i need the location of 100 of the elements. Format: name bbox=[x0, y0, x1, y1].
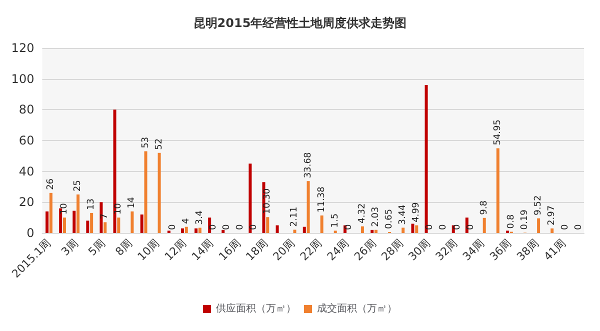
data-label: 0 bbox=[560, 224, 571, 230]
bar bbox=[374, 230, 378, 233]
x-tick-label: 24周 bbox=[324, 236, 352, 264]
bar bbox=[184, 226, 188, 233]
data-label: 7 bbox=[100, 213, 110, 220]
data-label: 0.8 bbox=[506, 214, 516, 229]
bar bbox=[411, 224, 414, 233]
bar bbox=[302, 226, 306, 233]
x-tick-label: 14周 bbox=[189, 236, 216, 264]
bar bbox=[198, 228, 202, 233]
x-tick-label: 32周 bbox=[433, 236, 460, 264]
bar bbox=[180, 228, 184, 233]
bar bbox=[140, 214, 144, 233]
data-label: 0 bbox=[249, 224, 260, 230]
data-label: 1.5 bbox=[330, 213, 340, 228]
bar bbox=[90, 212, 94, 233]
bar bbox=[86, 220, 90, 233]
data-label: 33.68 bbox=[303, 152, 314, 178]
data-label: 0 bbox=[344, 224, 354, 230]
data-label: 53 bbox=[140, 136, 151, 148]
data-label: 2.03 bbox=[371, 206, 382, 227]
data-label: 4 bbox=[181, 218, 192, 224]
x-tick-label: 41周 bbox=[541, 236, 568, 264]
x-tick-label: 28周 bbox=[378, 236, 406, 264]
bar bbox=[276, 225, 279, 233]
x-tick-label: 18周 bbox=[243, 236, 270, 264]
x-tick-label: 5周 bbox=[86, 236, 108, 258]
y-tick-label: 20 bbox=[18, 195, 34, 210]
data-label: 0 bbox=[236, 224, 246, 230]
bar bbox=[370, 230, 374, 233]
data-label: 2.97 bbox=[547, 205, 558, 226]
bar bbox=[49, 192, 52, 233]
data-label: 52 bbox=[154, 138, 164, 150]
data-label: 11.38 bbox=[316, 186, 327, 212]
data-label: 0.19 bbox=[520, 209, 530, 230]
x-tick-label: 36周 bbox=[487, 236, 514, 264]
bar bbox=[117, 218, 120, 233]
data-label: 25 bbox=[73, 180, 84, 192]
bar bbox=[482, 218, 486, 233]
bar bbox=[415, 225, 418, 233]
legend-label: 供应面积（万㎡） bbox=[216, 302, 296, 314]
data-label: 0 bbox=[452, 224, 462, 230]
data-label: 0 bbox=[574, 224, 584, 230]
bar bbox=[158, 152, 161, 233]
y-tick-label: 40 bbox=[18, 164, 34, 178]
data-label: 0 bbox=[466, 224, 476, 230]
y-tick-label: 100 bbox=[11, 72, 34, 86]
data-label: 10.30 bbox=[262, 188, 273, 214]
data-label: 0 bbox=[425, 224, 436, 230]
data-label: 0.65 bbox=[384, 208, 395, 229]
bar bbox=[360, 226, 364, 233]
data-label: 54.95 bbox=[492, 120, 503, 146]
data-label: 4.99 bbox=[412, 202, 422, 222]
legend-label: 成交面积（万㎡） bbox=[317, 302, 397, 314]
data-label: 9.52 bbox=[534, 195, 544, 216]
bar bbox=[496, 148, 500, 233]
data-label: 4.32 bbox=[357, 203, 368, 224]
bar bbox=[194, 228, 198, 233]
x-tick-label: 34周 bbox=[460, 236, 488, 264]
data-label: 10 bbox=[114, 202, 124, 215]
data-label: 2.11 bbox=[290, 206, 300, 227]
data-label: 13 bbox=[86, 198, 97, 210]
data-label: 0 bbox=[438, 224, 449, 230]
bar bbox=[306, 181, 310, 233]
x-tick-label: 8周 bbox=[112, 236, 135, 258]
data-label: 0 bbox=[208, 224, 218, 230]
bar bbox=[222, 230, 225, 233]
bar bbox=[293, 230, 296, 233]
x-tick-label: 30周 bbox=[406, 236, 433, 264]
x-tick-label: 16周 bbox=[216, 236, 244, 264]
y-tick-label: 0 bbox=[26, 226, 34, 240]
bar bbox=[320, 215, 324, 233]
y-tick-label: 80 bbox=[18, 102, 34, 117]
data-label: 10 bbox=[59, 202, 70, 215]
x-tick-label: 20周 bbox=[270, 236, 298, 264]
x-tick-label: 38周 bbox=[514, 236, 542, 264]
y-tick-label: 120 bbox=[11, 41, 34, 55]
data-label: 3.4 bbox=[194, 210, 205, 225]
bar bbox=[144, 151, 148, 233]
bar bbox=[76, 194, 80, 233]
data-label: 3.44 bbox=[398, 204, 408, 225]
x-tick-label: 12周 bbox=[162, 236, 190, 264]
data-label: 26 bbox=[46, 178, 56, 190]
data-label: 0 bbox=[222, 224, 232, 230]
bar bbox=[402, 228, 405, 233]
y-tick-label: 60 bbox=[18, 134, 34, 148]
bar bbox=[130, 211, 134, 233]
bar bbox=[550, 228, 554, 233]
x-tick-label: 10周 bbox=[135, 236, 162, 264]
data-label: 14 bbox=[127, 196, 138, 208]
x-tick-label: 22周 bbox=[298, 236, 324, 264]
bar bbox=[104, 222, 107, 233]
data-label: 9.8 bbox=[479, 200, 490, 215]
x-tick-label: 26周 bbox=[352, 236, 379, 264]
chart-title: 昆明2015年经营性土地周度供求走势图 bbox=[193, 16, 407, 30]
bar bbox=[72, 210, 76, 233]
data-label: 0 bbox=[168, 224, 178, 230]
bar bbox=[537, 218, 540, 233]
bar bbox=[46, 211, 49, 233]
bar bbox=[62, 218, 66, 233]
